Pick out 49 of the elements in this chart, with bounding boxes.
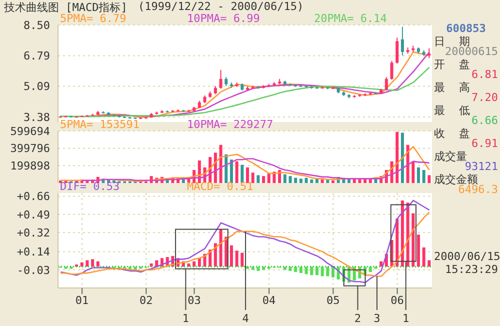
x-tick-label: 03	[188, 294, 201, 307]
text: 日期	[434, 34, 484, 48]
x-tick-label: 06	[390, 294, 404, 307]
text: 收盘	[434, 126, 484, 140]
text: 成交金额	[434, 172, 478, 186]
y-tick-label: -0.03	[16, 264, 50, 277]
chart-subtitle: (1999/12/22 - 2000/06/15)	[138, 0, 304, 13]
text: 5PMA= 6.79	[60, 12, 126, 25]
text: 6496.3	[458, 183, 498, 196]
x-tick-label: 02	[140, 294, 153, 307]
y-tick-label: 599694	[10, 124, 50, 138]
y-tick-label: 399796	[10, 142, 50, 156]
text: 10PMA= 229277	[187, 118, 274, 131]
text: 6.81	[470, 68, 498, 81]
y-tick-label: 8.50	[24, 18, 50, 32]
text: 7.20	[470, 91, 498, 104]
text: 6.91	[470, 137, 498, 150]
text: 20PMA= 6.14	[314, 12, 387, 25]
y-tick-label: 199898	[10, 160, 50, 173]
x-tick-label: 05	[326, 294, 340, 307]
text: 最高	[434, 80, 484, 94]
text: 10PMA= 6.99	[187, 12, 260, 25]
text: MACD= 0.51	[187, 180, 254, 193]
annotation: 3	[374, 312, 380, 325]
y-tick-label: +0.14	[16, 246, 50, 259]
text: 开盘	[434, 56, 484, 70]
text: 600853	[445, 22, 487, 35]
text: 6.66	[470, 114, 498, 127]
x-tick-label: 01	[75, 294, 89, 307]
text: 最低	[434, 102, 484, 116]
annotation: 4	[242, 312, 250, 325]
annotation: 1	[182, 312, 190, 325]
text: 5PMA= 153591	[60, 118, 140, 131]
text: 2000/06/15	[434, 250, 500, 263]
y-tick-label: 3.38	[24, 110, 50, 124]
text: 20000615	[444, 45, 498, 58]
annotation: 2	[354, 312, 362, 325]
chart-title: 技术曲线图 [MACD指标]	[4, 0, 128, 14]
text: 成交量	[434, 148, 467, 162]
y-tick-label: +0.49	[16, 208, 50, 222]
text: DIF= 0.53	[60, 180, 120, 193]
y-tick-label: 5.09	[24, 80, 50, 94]
text: 93121	[464, 160, 498, 173]
annotation: 1	[402, 312, 410, 325]
y-tick-label: 6.79	[24, 50, 50, 63]
y-tick-label: +0.66	[16, 190, 50, 204]
text: 15:23:29	[444, 263, 498, 276]
x-tick-label: 04	[262, 294, 276, 307]
y-tick-label: +0.32	[16, 226, 50, 240]
